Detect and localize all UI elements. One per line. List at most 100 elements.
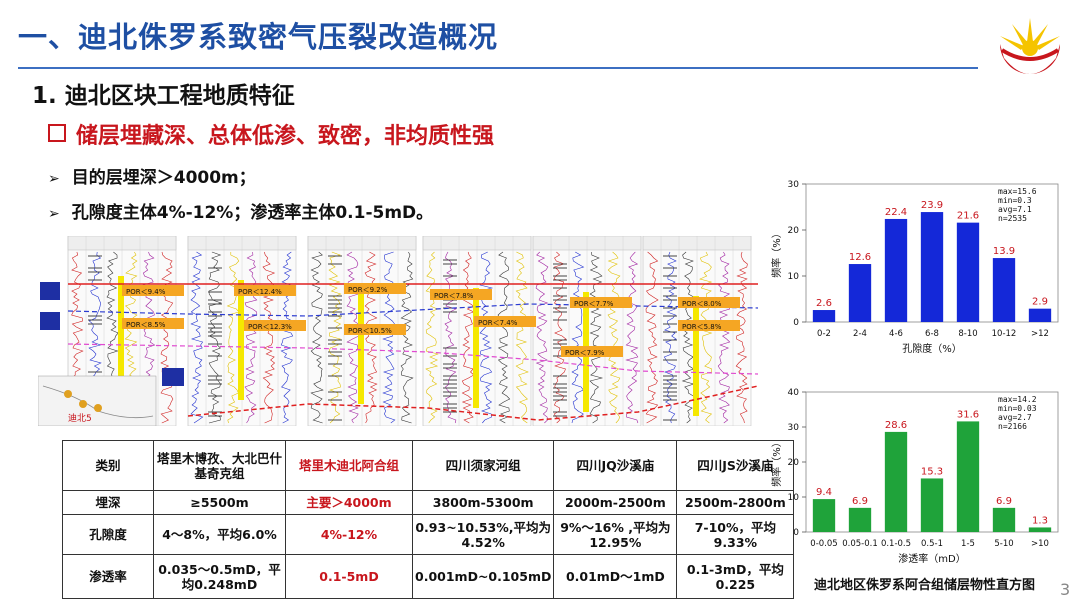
map-well-label: 迪北5 [68,412,92,424]
y-axis-label: 频率（%） [770,228,783,278]
stats-text: n=2535 [998,214,1027,223]
x-tick-label: 0.05-0.1 [842,539,878,549]
data-label: 28.6 [885,420,907,431]
data-label: 13.9 [993,246,1015,257]
y-axis-label: 频率（%） [770,437,783,487]
table-cell: 0.93~10.53%,平均为4.52% [411,514,555,555]
porosity-label: POR＜7.7% [574,300,614,308]
stats-text: min=0.03 [998,404,1037,413]
data-label: 23.9 [921,200,943,211]
table-cell: 4%-12% [285,514,413,555]
data-label: 22.4 [885,207,907,218]
table-cell: 主要＞4000m [285,490,413,515]
y-tick-label: 10 [788,272,800,282]
data-label: 9.4 [816,487,832,498]
porosity-label: POR＜7.4% [478,319,518,327]
data-label: 12.6 [849,252,871,263]
porosity-label: POR＜9.2% [348,286,388,294]
x-tick-label: 0-2 [817,329,831,339]
x-tick-label: 2-4 [853,329,867,339]
key-point-text: 储层埋藏深、总体低渗、致密，非均质性强 [76,124,495,149]
porosity-label: POR＜7.9% [565,349,605,357]
table-cell: 2500m-2800m [676,490,795,515]
x-tick-label: 1-5 [961,539,975,549]
x-tick-label: 4-6 [889,329,903,339]
data-label: 6.9 [996,496,1012,507]
porosity-label: POR＜7.8% [434,292,474,300]
arrow-bullet-icon: ➢ [48,206,60,222]
bullet-item: ➢ 孔隙度主体4%-12%；渗透率主体0.1-5mD。 [48,198,433,223]
x-tick-label: 0.5-1 [921,539,943,549]
porosity-label: POR＜12.4% [238,288,282,296]
square-bullet-icon [48,124,66,142]
bullet-item: ➢ 目的层埋深＞4000m； [48,163,256,188]
table-cell: 埋深 [62,490,154,515]
stats-text: max=14.2 [998,395,1037,404]
table-row: 渗透率 0.035～0.5mD，平均0.248mD 0.1-5mD 0.001m… [62,554,795,599]
permeability-histogram: 0 10 20 30 40 9.4 0-0.05 6.9 0.05-0.1 28.6 0.1-0.5… [770,388,1059,565]
y-tick-label: 20 [788,226,800,236]
table-cell: 0.1-5mD [285,554,413,599]
y-tick-label: 30 [788,423,800,433]
x-axis-label: 孔隙度（%） [902,342,962,355]
data-label: 31.6 [957,409,979,420]
table-cell: 0.001mD~0.105mD [411,554,555,599]
table-cell: 3800m-5300m [411,490,555,515]
x-tick-label: 10-12 [992,329,1017,339]
bar [920,478,944,532]
stats-text: avg=2.7 [998,413,1032,422]
bar [848,507,872,532]
x-tick-label: >12 [1031,329,1049,339]
table-cell: 0.1-3mD，平均0.225 [676,554,795,599]
table-header-cell: 四川JQ沙溪庙 [553,440,678,491]
x-tick-label: 0.1-0.5 [881,539,911,549]
section-subtitle: 1. 迪北区块工程地质特征 [32,83,295,109]
table-cell: 0.035～0.5mD，平均0.248mD [153,554,286,599]
bullet-text: 孔隙度主体4%-12%；渗透率主体0.1-5mD。 [71,203,434,223]
table-cell: 渗透率 [62,554,154,599]
chart-caption: 迪北地区侏罗系阿合组储层物性直方图 [814,578,1036,593]
table-cell: 0.01mD～1mD [553,554,678,599]
bar [848,264,872,322]
y-tick-label: 30 [788,180,800,190]
title-divider [18,67,978,69]
bullet-text: 目的层埋深＞4000m； [71,168,256,188]
x-tick-label: 5-10 [994,539,1013,549]
table-header-cell: 类别 [62,440,154,491]
table-header-cell: 塔里木博孜、大北巴什基奇克组 [153,440,286,491]
bar [1028,527,1052,532]
reservoir-comparison-table: 类别 塔里木博孜、大北巴什基奇克组 塔里木迪北阿合组 四川须家河组 四川JQ沙溪… [62,440,795,599]
table-header-cell: 塔里木迪北阿合组 [285,440,413,491]
x-tick-label: 0-0.05 [810,539,837,549]
porosity-label: POR＜9.4% [126,288,166,296]
page-title: 一、迪北侏罗系致密气压裂改造概况 [18,20,499,54]
x-tick-label: 8-10 [958,329,977,339]
bar [992,507,1016,532]
table-cell: 9%～16% ,平均为12.95% [553,514,678,555]
table-cell: 孔隙度 [62,514,154,555]
porosity-label: POR＜12.3% [248,323,292,331]
y-tick-label: 20 [788,458,800,468]
table-cell: 4～8%，平均6.0% [153,514,286,555]
x-tick-label: 6-8 [925,329,939,339]
data-label: 2.6 [816,298,832,309]
bar [992,258,1016,322]
y-tick-label: 10 [788,493,800,503]
y-tick-label: 40 [788,388,800,398]
porosity-histogram: 0 10 20 30 2.6 0-2 12.6 2-4 22.4 4-6 23.9 6-8 21.6 8-… [770,180,1059,355]
table-cell: 7-10%，平均9.33% [676,514,795,555]
porosity-label: POR＜5.8% [682,323,722,331]
data-label: 15.3 [921,466,943,477]
page-number: 3 [1060,580,1071,599]
x-axis-label: 渗透率（mD） [898,552,965,565]
porosity-label: POR＜8.5% [126,321,166,329]
table-header-row: 类别 塔里木博孜、大北巴什基奇克组 塔里木迪北阿合组 四川须家河组 四川JQ沙溪… [62,440,795,491]
data-label: 21.6 [957,211,979,222]
y-tick-label: 0 [793,528,799,538]
stats-text: max=15.6 [998,187,1037,196]
arrow-bullet-icon: ➢ [48,171,60,187]
key-point-heading: 储层埋藏深、总体低渗、致密，非均质性强 [48,118,494,150]
bar [884,218,908,322]
stats-text: min=0.3 [998,196,1032,205]
bar [920,212,944,322]
